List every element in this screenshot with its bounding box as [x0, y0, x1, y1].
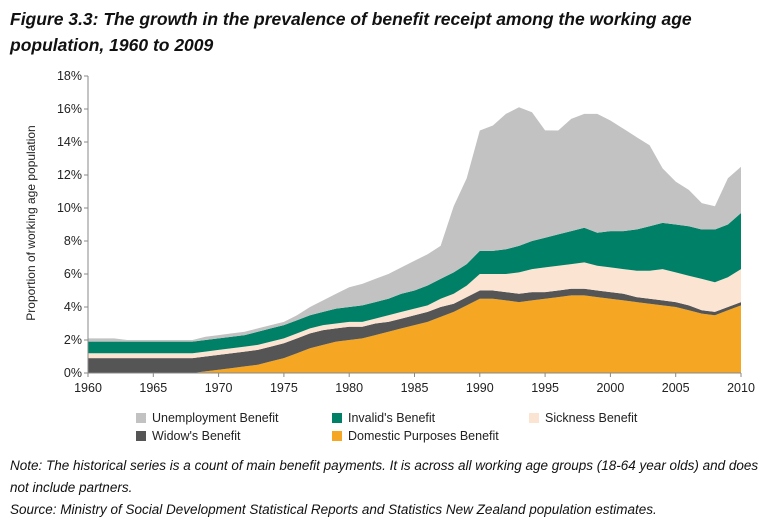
x-tick-label: 2010: [727, 381, 755, 395]
y-tick-label: 2%: [64, 333, 82, 347]
x-tick-label: 1995: [531, 381, 559, 395]
y-tick-label: 4%: [64, 300, 82, 314]
y-axis-label: Proportion of working age population: [24, 125, 38, 320]
legend-item-domestic-purposes: Domestic Purposes Benefit: [332, 429, 499, 443]
x-tick-label: 1990: [466, 381, 494, 395]
legend-item-unemployment: Unemployment Benefit: [136, 411, 278, 425]
y-tick-label: 14%: [57, 135, 82, 149]
y-tick-label: 18%: [57, 69, 82, 83]
y-tick-label: 16%: [57, 102, 82, 116]
x-tick-label: 2000: [596, 381, 624, 395]
area-sickness-benefit: [88, 262, 741, 359]
x-tick-label: 1970: [205, 381, 233, 395]
note-text: Note: The historical series is a count o…: [10, 458, 759, 495]
legend-label-domestic-purposes: Domestic Purposes Benefit: [348, 429, 499, 443]
y-tick-label: 6%: [64, 267, 82, 281]
legend-item-invalids: Invalid's Benefit: [332, 411, 435, 425]
legend-swatch-widows: [136, 431, 146, 441]
legend-label-invalids: Invalid's Benefit: [348, 411, 436, 425]
legend-swatch-sickness: [529, 413, 539, 423]
y-tick-label: 10%: [57, 201, 82, 215]
y-tick-label: 0%: [64, 366, 82, 380]
legend-swatch-unemployment: [136, 413, 146, 423]
area-series-group: [88, 107, 741, 373]
source-text: Source: Ministry of Social Development S…: [10, 502, 657, 517]
area-widow-s-benefit: [88, 288, 741, 373]
y-tick-label: 8%: [64, 234, 82, 248]
area-invalid-s-benefit: [88, 213, 741, 354]
area-unemployment-benefit: [88, 107, 741, 342]
legend-swatch-domestic-purposes: [332, 431, 342, 441]
legend-label-unemployment: Unemployment Benefit: [152, 411, 279, 425]
legend-label-sickness: Sickness Benefit: [545, 411, 638, 425]
chart-title: Figure 3.3: The growth in the prevalence…: [10, 9, 692, 55]
x-tick-label: 2005: [662, 381, 690, 395]
legend-item-widows: Widow's Benefit: [136, 429, 241, 443]
axes-group: 0% 2% 4% 6% 8% 10% 12% 14% 16% 18% 1960 1965 1970 197…: [57, 69, 755, 395]
area-domestic-purposes-benefit: [88, 295, 741, 373]
x-tick-label: 1975: [270, 381, 298, 395]
y-tick-label: 12%: [57, 168, 82, 182]
x-tick-label: 1985: [401, 381, 429, 395]
x-tick-label: 1965: [139, 381, 167, 395]
x-tick-label: 1980: [335, 381, 363, 395]
legend-label-widows: Widow's Benefit: [152, 429, 241, 443]
x-tick-label: 1960: [74, 381, 102, 395]
legend-item-sickness: Sickness Benefit: [529, 411, 637, 425]
legend-swatch-invalids: [332, 413, 342, 423]
chart-notes: Note: The historical series is a count o…: [10, 455, 770, 521]
